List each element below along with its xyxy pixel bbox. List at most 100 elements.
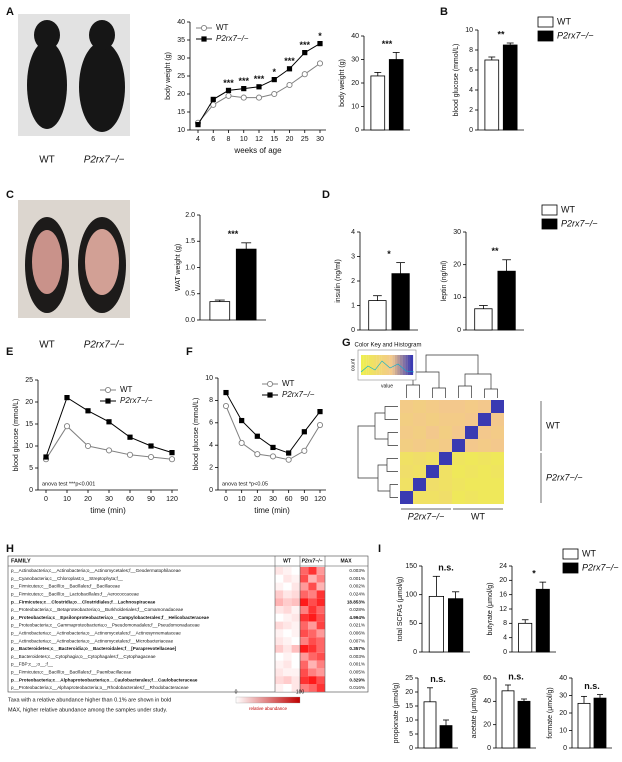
abundance-cell [300,684,309,692]
max-value: 0.001% [349,576,365,581]
abundance-cell [308,629,317,638]
heatmap-cell [465,426,478,439]
marker [256,84,262,90]
y-tick-label: 0.0 [185,317,195,324]
heatmap-cell [491,439,504,452]
y-tick-label: 8 [503,620,507,627]
family-name: p__Actinobacteria;c__Actinobacteria;o__A… [11,568,181,573]
x-tick-label: 60 [285,496,293,503]
heatmap-cell [465,439,478,452]
abundance-cell [308,676,317,684]
heatmap-cell [465,465,478,478]
heatmap-cell [465,452,478,465]
abundance-cell [300,613,309,622]
significance: *** [254,74,265,84]
y-tick-label: 15 [25,421,33,428]
heatmap-cell [452,452,465,465]
x-tick-label: 12 [255,136,263,143]
legend-label: P2rx7−/− [582,562,619,572]
bar [593,697,607,749]
marker [271,90,278,98]
bar [439,725,453,749]
bar [484,59,500,131]
heatmap-cell [413,491,426,504]
abundance-cell [308,582,317,591]
y-tick-label: 20 [405,689,413,696]
table-note: Taxa with a relative abundance higher th… [8,697,171,703]
y-tick-label: 35 [177,37,185,44]
heatmap-cell [426,452,439,465]
color-key-title: Color Key and Histogram [354,343,421,349]
heatmap-cell [426,478,439,491]
abundance-cell [283,637,292,645]
significance: n.s. [584,681,600,691]
family-name: p__Proteobacteria;c__Betaproteobacteria;… [11,607,184,612]
bar [497,270,516,331]
x-tick-label: 10 [63,496,71,503]
x-tick-label: 10 [240,136,248,143]
heatmap-cell [413,478,426,491]
y-axis-label: blood glucose (mmol/L) [13,399,20,472]
photo-label: P2rx7−/− [84,155,125,166]
marker [285,456,292,463]
abundance-cell [300,645,309,653]
y-tick-label: 60 [483,675,491,682]
y-tick-label: 2 [209,464,213,471]
y-axis-label: blood glucose (mmol/L) [193,398,200,471]
abundance-cell [308,590,317,599]
x-tick-label: 20 [84,496,92,503]
y-tick-label: 150 [405,563,417,570]
y-tick-label: 1.5 [185,238,195,245]
family-name: p__Proteobacteria;c__Alphaproteobacteria… [11,677,198,682]
panel-label: C [6,189,14,201]
heatmap-cell [478,491,491,504]
legend-marker [267,392,273,398]
abundance-cell [300,606,309,614]
scale-min: 0 [235,689,238,695]
legend-marker [104,386,112,394]
heatmap-cell [413,465,426,478]
heatmap-cell [491,426,504,439]
x-tick-label: 0 [44,496,48,503]
y-tick-label: 0 [29,487,33,494]
heatmap-cell [400,491,413,504]
abundance-cell [291,574,300,583]
y-tick-label: 10 [465,27,473,34]
heatmap-cell [426,400,439,413]
heatmap-cell [478,465,491,478]
abundance-cell [291,598,300,606]
x-tick-label: 30 [316,136,324,143]
y-tick-label: 8 [469,47,473,54]
heatmap-cell [465,478,478,491]
marker [222,402,230,410]
abundance-cell [275,598,284,606]
marker [301,447,308,454]
heatmap-cell [400,413,413,426]
heatmap-cell [400,426,413,439]
row-group-label: P2rx7−/− [546,472,583,482]
abundance-cell [283,684,292,692]
legend-marker [200,24,208,32]
abundance-cell [316,629,325,638]
y-axis-label: butyrate (μmol/g) [487,582,494,635]
abundance-cell [283,590,292,599]
abundance-cell [283,567,292,575]
y-tick-label: 100 [405,592,417,599]
heatmap-cell [400,439,413,452]
marker [286,66,293,72]
panel-label: I [378,543,381,555]
marker [84,442,92,450]
abundance-cell [308,613,317,622]
abundance-cell [300,652,309,661]
series-line [45,425,173,460]
bar [577,702,591,749]
marker [147,453,155,461]
panel-label: F [186,346,193,358]
heatmap-cell [413,439,426,452]
significance: * [272,67,276,77]
abundance-cell [275,613,284,622]
heatmap-cell [400,452,413,465]
abundance-cell [275,684,284,692]
y-tick-label: 4 [503,635,507,642]
marker [286,450,292,456]
